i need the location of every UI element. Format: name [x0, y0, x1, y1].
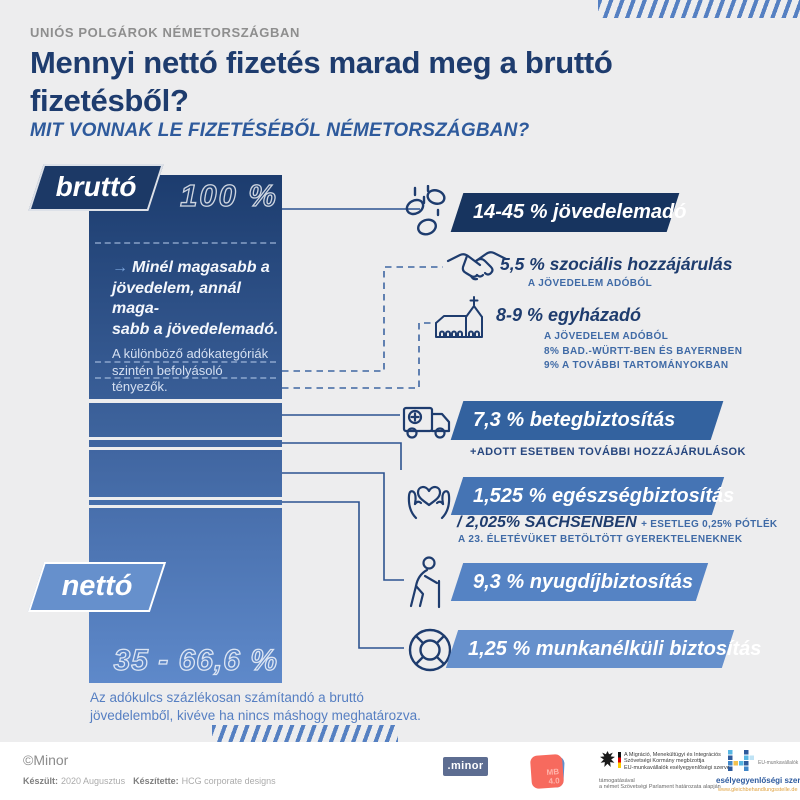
credits: Készült: 2020 Augusztus Készítette: HCG cor… [23, 776, 276, 786]
deduction-sub-egyhazado: A JÖVEDELEM ADÓBÓL 8% BAD.-WÜRTT-BEN ÉS … [544, 331, 743, 371]
bar-divider-dashed-2 [95, 361, 276, 363]
deduction-sub-betegbiztositas: +ADOTT ESETBEN TOVÁBBI HOZZÁJÁRULÁSOK [470, 446, 746, 458]
bar-note-line: sabb a jövedelemadó. [112, 320, 279, 338]
mb40-logo: MB 4.0 [529, 753, 565, 790]
decorative-stripes-top [598, 0, 800, 18]
elderly-person-icon [406, 556, 446, 610]
minor-logo: .minor [443, 757, 488, 776]
bar-note-line: → Minél magasabb a [112, 259, 270, 276]
deduction-title-szocialis: 5,5 % szociális hozzájárulás [500, 254, 733, 274]
deduction-title-egyhazado: 8-9 % egyházadó [496, 305, 642, 325]
kicker: UNIÓS POLGÁROK NÉMETORSZÁGBAN [30, 25, 300, 40]
net-label-tag: nettó [36, 562, 158, 612]
deduction-sub-szocialis: A JÖVEDELEM ADÓBÓL [527, 278, 653, 289]
net-label: nettó [61, 570, 133, 602]
connector-egeszsegbiztositas [282, 442, 402, 470]
gross-percentage: 100 % [179, 177, 278, 213]
deduction-sub2-egeszsegbiztositas: A 23. ÉLETÉVÜKET BETÖLTÖTT GYEREKTELENEK… [458, 534, 743, 545]
decorative-stripes-bottom [212, 725, 398, 747]
deduction-banner-egeszsegbiztositas: 1,525 % egészségbiztosítás [457, 477, 734, 515]
deduction-banner-betegbiztositas: 7,3 % betegbiztosítás [457, 401, 717, 440]
ambulance-icon [402, 403, 452, 441]
connector-szocialis [282, 266, 443, 372]
church-icon [434, 296, 492, 340]
gross-label-tag: bruttó [36, 164, 156, 211]
page-title-line2: fizetésből? [30, 83, 189, 118]
connector-egyhazado [282, 322, 432, 389]
net-percentage: 35 - 66,6 % [113, 643, 278, 677]
bar-note-line: szintén befolyásoló tényezők. [112, 362, 223, 395]
connector-nyugdijbiztositas [282, 472, 404, 581]
pixel-h-icon [728, 750, 754, 771]
german-flag-bar [618, 752, 621, 768]
deduction-banner-jovedelemado: 14-45 % jövedelemadó [457, 193, 686, 232]
federal-eagle-icon [600, 751, 615, 767]
bar-segment-egeszsegbiztositas [89, 440, 282, 447]
copyright: ©Minor [23, 752, 69, 768]
page-subtitle: MIT VONNAK LE FIZETÉSÉBŐL NÉMETORSZÁGBAN… [30, 120, 530, 141]
bar-divider-dashed-1 [95, 242, 276, 244]
deduction-sub-egeszsegbiztositas: / 2,025% SACHSENBEN + ESETLEG 0,25% PÓTL… [457, 514, 778, 531]
bar-segment-munkanelkuli [89, 500, 282, 505]
bar-segment-nyugdijbiztositas [89, 450, 282, 497]
deduction-banner-nyugdijbiztositas: 9,3 % nyugdíjbiztosítás [457, 563, 702, 601]
connector-munkanelkuli [282, 501, 404, 649]
page-title: Mennyi nettó fizetés marad meg a bruttó … [30, 44, 613, 120]
bar-divider-dashed-3 [95, 377, 276, 379]
hands-heart-icon [404, 472, 454, 520]
arrow-icon: → [112, 259, 128, 276]
coins-icon [403, 185, 449, 237]
footer [0, 742, 800, 800]
handshake-icon [445, 248, 509, 290]
bar-segment-betegbiztositas [89, 403, 282, 437]
bar-note-line: A különböző adókategóriák [112, 346, 269, 361]
deduction-banner-munkanelkuli: 1,25 % munkanélküli biztosítás [452, 630, 761, 668]
lifebuoy-icon [406, 626, 454, 674]
bar-caption: Az adókulcs százlékosan számítandó a bru… [90, 690, 421, 723]
bar-note-line: jövedelem, annál maga- [112, 279, 241, 318]
page-title-line1: Mennyi nettó fizetés marad meg a bruttó [30, 45, 613, 80]
bar-note: → Minél magasabb a jövedelem, annál maga-… [112, 258, 280, 396]
gross-label: bruttó [55, 171, 137, 202]
